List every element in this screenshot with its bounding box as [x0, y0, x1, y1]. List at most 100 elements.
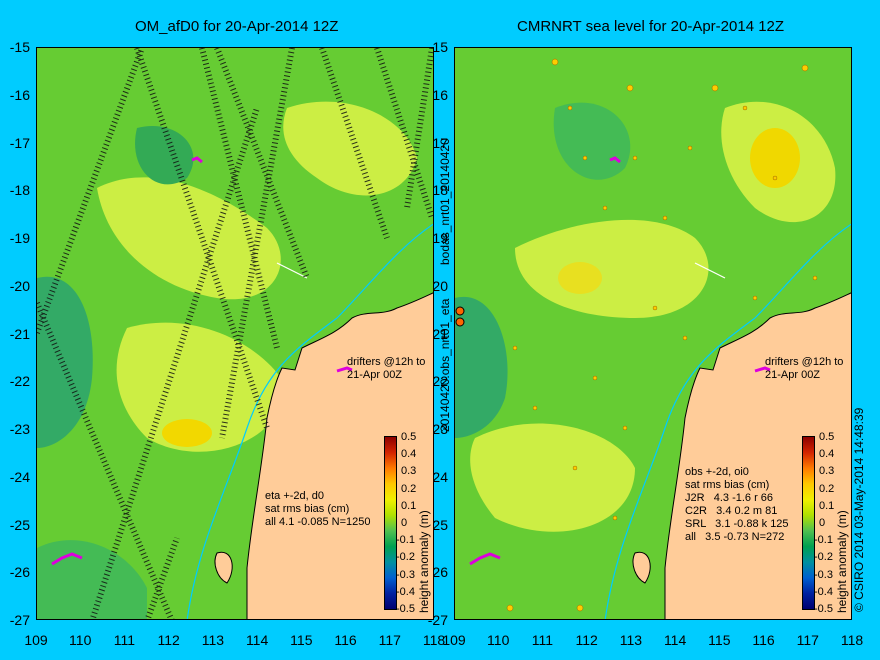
obs-point — [532, 405, 538, 411]
obs-point — [711, 84, 719, 92]
x-tick-label: 112 — [575, 632, 598, 648]
x-tick-label: 118 — [840, 632, 864, 648]
left-side-label: bodas_nrt01_20140420 — [438, 138, 452, 265]
y-tick-label: -19 — [9, 230, 30, 246]
bathymetry-contour — [186, 223, 433, 619]
left-stats-box: eta +-2d, d0 sat rms bias (cm) all 4.1 -… — [265, 490, 371, 528]
obs-point — [662, 215, 668, 221]
y-tick-label: -23 — [9, 421, 30, 437]
colorbar-tick: -0.5 — [814, 603, 833, 615]
colorbar-label: height anomaly (m) — [835, 510, 849, 613]
obs-point — [512, 345, 518, 351]
x-tick-label: 111 — [531, 632, 554, 648]
drifters-label: drifters @12h to 21-Apr 00Z — [765, 356, 844, 381]
drifter-track — [469, 552, 501, 566]
colorbar-tick: 0.1 — [401, 499, 417, 512]
island — [214, 551, 233, 584]
right-stats-box: obs +-2d, oi0 sat rms bias (cm) J2R 4.3 … — [685, 466, 789, 543]
colorbar — [384, 436, 397, 610]
x-tick-label: 109 — [442, 632, 466, 648]
obs-point — [801, 64, 809, 72]
y-tick-label: -20 — [9, 277, 30, 294]
track — [374, 48, 433, 219]
y-tick-label: -27 — [9, 612, 30, 628]
y-tick-label: -24 — [9, 468, 30, 485]
y-tick-label: -18 — [9, 182, 30, 199]
obs-point — [455, 306, 465, 316]
right-map-title: CMRNRT sea level for 20-Apr-2014 12Z — [517, 18, 785, 35]
x-tick-label: 116 — [752, 632, 775, 648]
x-tick-label: 117 — [378, 632, 401, 648]
obs-point — [682, 335, 688, 341]
obs-point — [455, 317, 465, 327]
x-tick-label: 117 — [796, 632, 819, 648]
colorbar-tick: -0.4 — [814, 585, 833, 598]
obs-point — [772, 175, 778, 181]
colorbar-tick: -0.5 — [396, 603, 415, 615]
island — [632, 551, 651, 584]
anomaly-patch-high — [470, 423, 635, 532]
obs-point — [812, 275, 818, 281]
drift-line — [276, 262, 308, 279]
obs-point — [572, 465, 578, 471]
obs-point — [622, 425, 628, 431]
colorbar-tick: 0.2 — [819, 482, 835, 495]
x-tick-label: 116 — [334, 632, 357, 648]
obs-point — [626, 84, 634, 92]
y-tick-label: -26 — [9, 564, 30, 581]
drifter-track — [336, 366, 353, 373]
y-tick-label: -15 — [9, 39, 30, 55]
track — [404, 48, 433, 209]
anomaly-patch-peak — [558, 262, 602, 294]
x-tick-label: 113 — [201, 632, 225, 648]
drifter-track — [191, 156, 203, 164]
x-tick-label: 112 — [157, 632, 180, 648]
bathymetry-contour — [604, 223, 851, 619]
colorbar-tick: -0.2 — [396, 551, 415, 564]
right-side-label: 20140420.obs_nrt01_eta — [438, 298, 452, 432]
x-tick-label: 115 — [708, 632, 731, 648]
colorbar-tick: 0.5 — [401, 431, 417, 443]
colorbar-tick: 0.4 — [401, 448, 417, 461]
x-tick-label: 118 — [422, 632, 446, 648]
track — [37, 301, 175, 619]
colorbar-tick: 0.2 — [401, 482, 417, 495]
x-tick-label: 111 — [113, 632, 136, 648]
colorbar-tick: -0.3 — [814, 568, 833, 581]
anomaly-patch-high — [283, 101, 417, 196]
y-tick-label: -21 — [9, 325, 30, 342]
right-map-svg — [455, 48, 851, 619]
y-tick-label: -22 — [9, 373, 30, 390]
x-tick-label: 114 — [663, 632, 687, 648]
anomaly-patch-low — [37, 276, 93, 448]
x-tick-label: 109 — [24, 632, 48, 648]
colorbar-tick: 0 — [401, 517, 408, 529]
x-tick-label: 115 — [290, 632, 313, 648]
colorbar-tick: 0 — [819, 517, 826, 529]
obs-point — [506, 604, 514, 612]
credit-label: © CSIRO 2014 03-May-2014 14:48:39 — [852, 407, 866, 612]
observation-points — [506, 58, 818, 612]
drifters-label: drifters @12h to 21-Apr 00Z — [347, 356, 426, 381]
obs-point — [612, 515, 618, 521]
right-map-panel: drifters @12h to 21-Apr 00Z obs +-2d, oi… — [454, 47, 852, 620]
colorbar-tick: 0.1 — [819, 499, 835, 512]
obs-point — [742, 105, 748, 111]
y-tick-label: -17 — [9, 134, 30, 151]
colorbar-tick: 0.3 — [819, 465, 835, 478]
colorbar-tick: 0.3 — [401, 465, 417, 478]
obs-point — [551, 58, 559, 66]
anomaly-patch-low — [37, 540, 147, 619]
obs-point — [632, 155, 638, 161]
obs-point — [602, 205, 608, 211]
colorbar-tick: -0.3 — [396, 568, 415, 581]
track — [144, 536, 180, 619]
anomaly-patch-peak — [750, 128, 800, 188]
colorbar-label: height anomaly (m) — [417, 510, 431, 613]
left-map-panel: drifters @12h to 21-Apr 00Z eta +-2d, d0… — [36, 47, 434, 620]
colorbar-tick: -0.1 — [814, 534, 833, 547]
obs-point — [652, 305, 658, 311]
anomaly-patch-low — [455, 296, 508, 438]
colorbar — [802, 436, 815, 610]
colorbar-tick: 0.5 — [819, 431, 835, 443]
